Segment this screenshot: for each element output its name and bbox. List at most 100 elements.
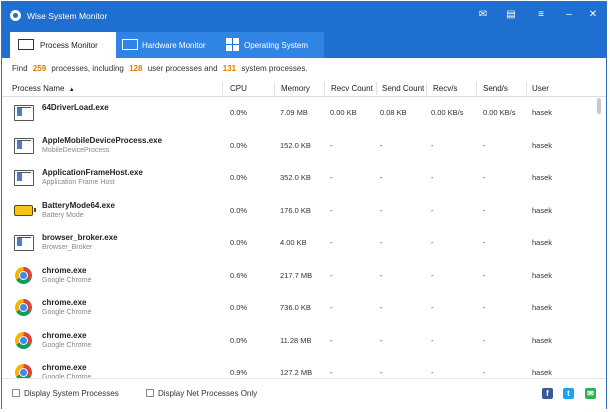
tab-operating-system[interactable]: Operating System (220, 32, 324, 58)
feedback-icon[interactable]: ▤ (506, 9, 516, 20)
tab-hardware-monitor[interactable]: Hardware Monitor (116, 32, 220, 58)
table-row[interactable]: AppleMobileDeviceProcess.exe MobileDevice… (2, 130, 592, 162)
column-divider[interactable] (426, 82, 427, 95)
column-divider[interactable] (376, 82, 377, 95)
share-icon[interactable]: ✉ (585, 388, 596, 399)
footer-bar: Display System Processes Display Net Pro… (2, 378, 606, 409)
column-header-user[interactable]: User (532, 84, 549, 93)
process-name: 64DriverLoad.exe (42, 103, 109, 112)
monitor-icon (122, 39, 138, 50)
table-row[interactable]: 64DriverLoad.exe 0.0% 7.09 MB 0.00 KB 0.08 K… (2, 97, 592, 129)
recv-count-cell: - (330, 335, 333, 345)
table-row[interactable]: ApplicationFrameHost.exe Application Fram… (2, 162, 592, 194)
process-name: BatteryMode64.exe (42, 200, 115, 210)
total-process-count: 259 (32, 64, 47, 73)
table-row[interactable]: BatteryMode64.exe Battery Mode 0.0% 176.0 K… (2, 195, 592, 227)
table-row[interactable]: chrome.exe Google Chrome 0.0% 736.0 KB - - - - h… (2, 292, 592, 324)
exe-icon (14, 137, 34, 154)
recv-count-cell: - (330, 270, 333, 280)
display-system-processes-checkbox[interactable] (12, 389, 20, 397)
column-header-send-count[interactable]: Send Count (382, 84, 425, 93)
column-header-memory[interactable]: Memory (281, 84, 310, 93)
recv-count-cell: - (330, 140, 333, 150)
tab-process-monitor[interactable]: Process Monitor (10, 32, 116, 58)
email-icon[interactable]: ✉ (478, 9, 488, 20)
send-per-sec-cell: - (483, 173, 486, 182)
recv-per-sec-cell: - (431, 335, 434, 345)
recv-per-sec-cell: - (431, 173, 434, 182)
send-per-sec-cell: 0.00 KB/s (483, 108, 516, 117)
system-process-count: 131 (222, 64, 237, 73)
cpu-cell: 0.0% (230, 205, 248, 215)
process-name: chrome.exe (42, 298, 87, 307)
user-cell: hasek (532, 303, 553, 312)
title-bar: Wise System Monitor ✉ ▤ ≡ – ✕ (2, 2, 606, 30)
summary-text: user processes and (147, 64, 218, 73)
user-cell: hasek (532, 205, 553, 215)
minimize-icon[interactable]: – (566, 9, 572, 20)
memory-cell: 736.0 KB (280, 303, 311, 312)
column-divider[interactable] (222, 82, 223, 95)
table-row[interactable]: browser_broker.exe Browser_Broker 0.0% 4.00… (2, 227, 592, 259)
cpu-cell: 0.0% (230, 335, 248, 345)
send-count-cell: - (380, 335, 383, 345)
cpu-cell: 0.0% (230, 140, 248, 150)
exe-icon (14, 105, 34, 121)
recv-count-cell: - (330, 205, 333, 215)
column-divider[interactable] (274, 82, 275, 95)
vertical-scrollbar[interactable] (595, 96, 603, 376)
tab-bar: Process Monitor Hardware Monitor Operati… (2, 30, 606, 58)
process-name: chrome.exe (42, 363, 87, 372)
column-header-recv-count[interactable]: Recv Count (331, 84, 373, 93)
send-per-sec-cell: - (483, 205, 486, 215)
column-header-cpu[interactable]: CPU (230, 84, 247, 93)
memory-cell: 7.09 MB (280, 108, 308, 117)
memory-cell: 217.7 MB (280, 270, 313, 280)
summary-text: processes, including (51, 64, 124, 73)
column-divider[interactable] (526, 82, 527, 95)
twitter-icon[interactable]: t (563, 388, 574, 399)
user-cell: hasek (532, 270, 553, 280)
display-net-processes-only-label[interactable]: Display Net Processes Only (158, 389, 258, 398)
process-name: ApplicationFrameHost.exe (42, 168, 143, 177)
chrome-icon (15, 299, 32, 316)
send-count-cell: 0.08 KB (380, 108, 407, 117)
column-header-process-name[interactable]: Process Name ▲ (12, 84, 75, 93)
recv-count-cell: 0.00 KB (330, 108, 357, 117)
user-cell: hasek (532, 238, 553, 247)
recv-count-cell: - (330, 238, 333, 247)
send-per-sec-cell: - (483, 140, 486, 150)
recv-per-sec-cell: - (431, 368, 434, 377)
process-description: Browser_Broker (42, 244, 93, 251)
table-row[interactable]: chrome.exe Google Chrome 0.0% 11.28 MB - - - - h… (2, 325, 592, 357)
user-cell: hasek (532, 140, 553, 150)
chrome-icon (15, 364, 32, 381)
display-system-processes-label[interactable]: Display System Processes (24, 389, 119, 398)
facebook-icon[interactable]: f (542, 388, 553, 399)
recv-per-sec-cell: - (431, 303, 434, 312)
process-description: Google Chrome (42, 309, 92, 316)
user-cell: hasek (532, 108, 553, 117)
menu-icon[interactable]: ≡ (538, 9, 544, 20)
memory-cell: 127.2 MB (280, 368, 313, 377)
send-per-sec-cell: - (483, 238, 486, 247)
table-row[interactable]: chrome.exe Google Chrome 0.9% 127.2 MB - - - - h… (2, 357, 592, 389)
column-divider[interactable] (476, 82, 477, 95)
column-header-recv-per-sec[interactable]: Recv/s (433, 84, 458, 93)
display-net-processes-only-checkbox[interactable] (146, 389, 154, 397)
scrollbar-thumb[interactable] (597, 98, 601, 114)
table-row[interactable]: chrome.exe Google Chrome 0.6% 217.7 MB - - - - h… (2, 260, 592, 292)
column-divider[interactable] (324, 82, 325, 95)
column-header-send-per-sec[interactable]: Send/s (483, 84, 508, 93)
chrome-icon (15, 266, 32, 284)
send-count-cell: - (380, 140, 383, 150)
memory-cell: 11.28 MB (280, 335, 312, 345)
user-process-count: 128 (129, 64, 143, 73)
recv-count-cell: - (330, 173, 333, 182)
recv-count-cell: - (330, 303, 333, 312)
process-description: Battery Mode (42, 211, 84, 219)
process-monitor-icon (18, 39, 34, 50)
close-icon[interactable]: ✕ (588, 9, 598, 20)
process-description: Google Chrome (42, 374, 91, 381)
